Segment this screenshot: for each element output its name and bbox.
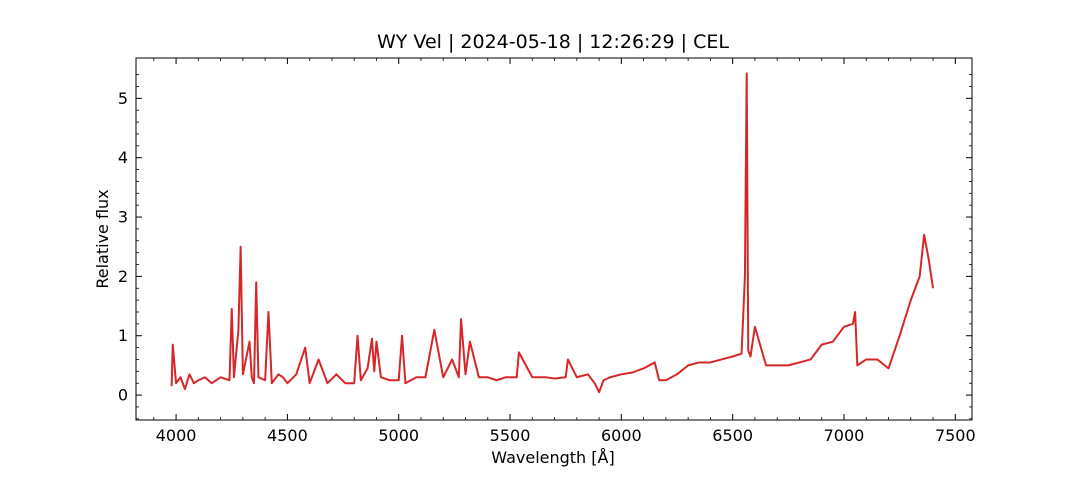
x-tick-label: 7500	[935, 426, 976, 445]
plot-frame	[135, 57, 973, 421]
y-axis-label: Relative flux	[93, 189, 112, 288]
x-tick-label: 6000	[601, 426, 642, 445]
plot-area	[170, 72, 935, 394]
chart-title: WY Vel | 2024-05-18 | 12:26:29 | CEL	[377, 31, 729, 53]
axes: 4000 4500 5000 5500 6000 6500 7000 7500 0 1 2 3 4 5	[118, 57, 976, 445]
x-tick-label: 7000	[824, 426, 865, 445]
y-tick-label: 1	[118, 326, 128, 345]
x-tick-label: 5000	[378, 426, 419, 445]
y-tick-label: 5	[118, 89, 128, 108]
y-tick-label: 2	[118, 267, 128, 286]
x-tick-label: 4000	[156, 426, 197, 445]
y-tick-label: 4	[118, 148, 128, 167]
y-tick-label: 3	[118, 208, 128, 227]
x-tick-label: 5500	[490, 426, 531, 445]
x-tick-label: 4500	[267, 426, 308, 445]
x-axis-label: Wavelength [Å]	[491, 448, 614, 467]
x-tick-label: 6500	[712, 426, 753, 445]
y-tick-label: 0	[118, 386, 128, 405]
